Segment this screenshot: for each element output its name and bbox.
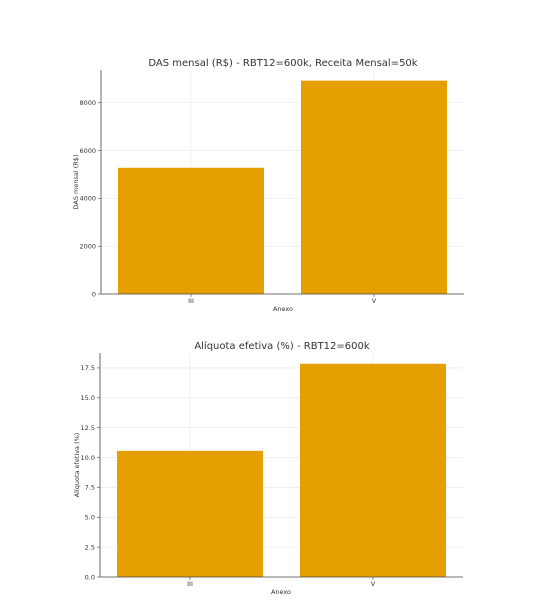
y-tick-label: 6000 [79, 147, 96, 155]
chart-title: Alíquota efetiva (%) - RBT12=600k [194, 340, 370, 352]
bar-iii [117, 450, 263, 577]
y-tick-label: 2000 [79, 242, 96, 250]
bars [118, 80, 447, 294]
x-tick-label: III [188, 297, 194, 305]
y-ticks: 0 2000 4000 6000 8000 [79, 99, 101, 298]
x-tick-label: III [187, 580, 193, 588]
chart-das-mensal: DAS mensal (R$) - RBT12=600k, Receita Me… [72, 58, 464, 313]
y-tick-label: 12.5 [81, 424, 95, 432]
y-ticks: 0.0 2.5 5.0 7.5 10.0 12.5 15.0 17.5 [81, 364, 100, 581]
x-tick-label: V [372, 297, 377, 305]
x-tick-label: V [371, 580, 376, 588]
y-tick-label: 0.0 [85, 573, 95, 581]
y-axis-label: Alíquota efetiva (%) [73, 433, 81, 498]
y-tick-label: 2.5 [85, 543, 95, 551]
bars [117, 363, 446, 577]
bar-v [300, 363, 446, 577]
y-tick-label: 7.5 [85, 484, 95, 492]
y-tick-label: 4000 [79, 195, 96, 203]
y-tick-label: 17.5 [81, 364, 95, 372]
chart-aliquota-efetiva: Alíquota efetiva (%) - RBT12=600k 0.0 2.5… [73, 340, 463, 596]
y-tick-label: 10.0 [81, 454, 95, 462]
y-tick-label: 0 [92, 290, 96, 298]
bar-iii [118, 167, 264, 294]
chart-title: DAS mensal (R$) - RBT12=600k, Receita Me… [148, 58, 417, 69]
y-tick-label: 8000 [79, 99, 96, 107]
y-tick-label: 5.0 [85, 514, 95, 522]
y-tick-label: 15.0 [81, 394, 95, 402]
x-ticks: III V [187, 577, 376, 588]
x-ticks: III V [188, 294, 377, 305]
x-axis-label: Anexo [271, 588, 291, 596]
bar-v [301, 80, 447, 294]
y-axis-label: DAS mensal (R$) [72, 155, 80, 210]
x-axis-label: Anexo [273, 305, 293, 313]
